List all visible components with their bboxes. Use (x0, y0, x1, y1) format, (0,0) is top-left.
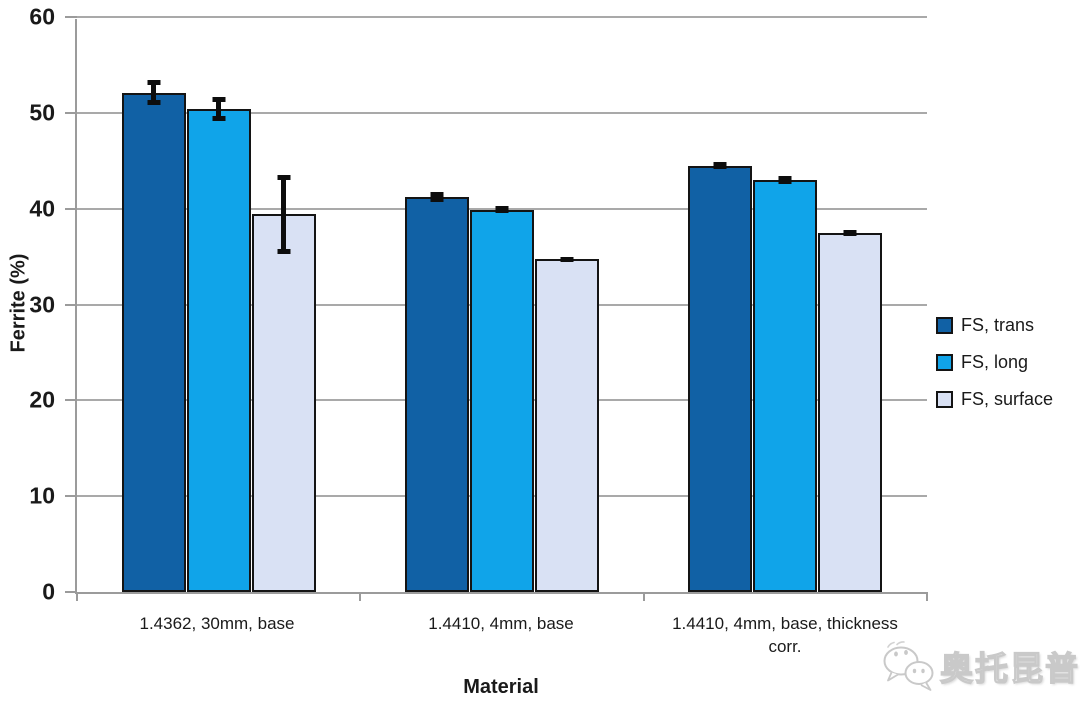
x-category-label: 1.4410, 4mm, base (428, 614, 574, 633)
bar-fs-long (753, 176, 818, 592)
x-category-label: 1.4410, 4mm, base, thickness corr. (672, 614, 898, 656)
bar-fs-trans (404, 192, 469, 592)
legend-swatch (936, 353, 953, 371)
legend-label: FS, surface (961, 389, 1054, 409)
y-tick-mark (65, 591, 77, 593)
error-bar (847, 229, 853, 236)
error-bar (434, 192, 440, 202)
legend: FS, trans FS, long FS, surface (936, 313, 1053, 411)
y-tick-label: 40 (29, 195, 55, 222)
bar-fs-long (469, 205, 534, 592)
y-tick-mark (65, 207, 77, 210)
x-axis-title: Material (463, 676, 539, 698)
y-tick-mark (65, 303, 77, 306)
legend-label: FS, trans (961, 315, 1035, 335)
bar-fs-surface (251, 175, 316, 592)
bar-group-1 (77, 19, 360, 592)
y-tick-label: 50 (29, 99, 55, 126)
x-tick-mark (642, 592, 645, 601)
error-bar (281, 175, 287, 254)
error-bar (151, 80, 157, 106)
y-tick-mark (65, 495, 77, 498)
legend-item-fs-long: FS, long (936, 350, 1053, 374)
legend-item-fs-trans: FS, trans (936, 313, 1053, 337)
y-tick-label: 0 (42, 578, 55, 605)
x-tick-mark (926, 592, 928, 601)
error-bar (564, 256, 570, 263)
y-tick-mark (65, 16, 77, 18)
legend-label: FS, long (961, 352, 1029, 372)
bar-fs-long (186, 96, 251, 592)
error-bar (717, 161, 723, 170)
y-tick-label: 30 (29, 291, 55, 317)
y-tick-mark (65, 399, 77, 402)
watermark: 奥托昆普 (881, 640, 1080, 692)
watermark-text: 奥托昆普 (939, 649, 1080, 687)
x-axis-labels: 1.4362, 30mm, base 1.4410, 4mm, base 1.441… (75, 612, 927, 658)
bar-fs-trans (688, 161, 753, 592)
x-tick-mark (76, 592, 78, 601)
x-tick-mark (359, 592, 362, 601)
error-bar (216, 96, 222, 122)
bar-group-3 (644, 19, 927, 592)
bar-fs-surface (534, 256, 599, 592)
error-bar (499, 205, 505, 214)
bar-group-2 (360, 19, 643, 592)
bar-fs-surface (818, 229, 883, 592)
x-category-label: 1.4362, 30mm, base (139, 614, 295, 633)
y-tick-label: 10 (29, 482, 55, 509)
y-axis-title: Ferrite (%) (7, 253, 30, 353)
y-tick-mark (65, 111, 77, 114)
plot-area: 0 10 20 30 40 50 60 (29, 5, 928, 603)
y-tick-label: 20 (29, 386, 55, 413)
gridline-y-60 (77, 16, 927, 18)
gridline-y-50 (77, 111, 927, 114)
error-bar (782, 176, 788, 184)
legend-item-fs-surface: FS, surface (936, 387, 1053, 411)
legend-swatch (936, 316, 953, 334)
y-tick-label: 60 (29, 3, 55, 30)
legend-swatch (936, 390, 953, 408)
bar-fs-trans (121, 80, 186, 592)
wechat-icon (883, 641, 934, 691)
